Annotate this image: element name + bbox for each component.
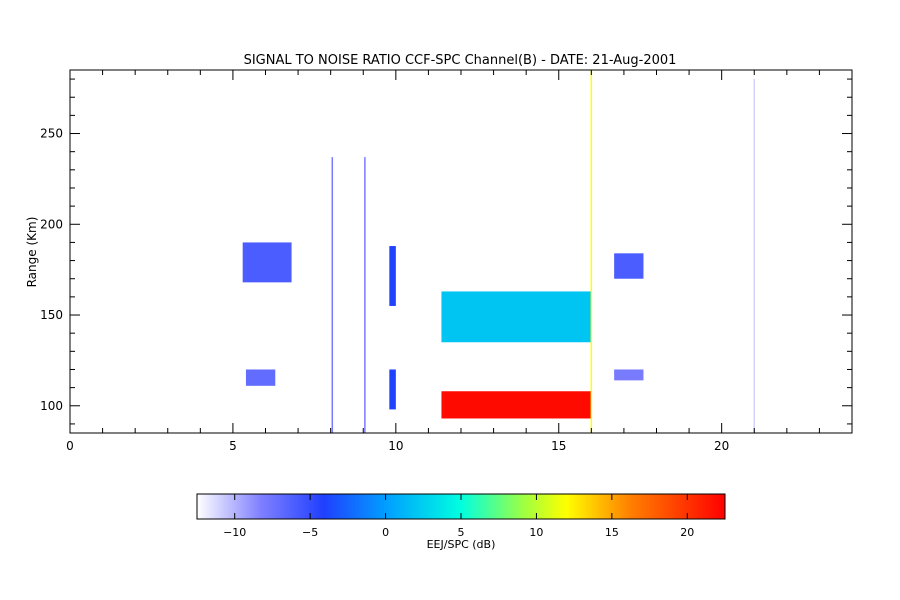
y-axis-label: Range (Km) [25, 217, 39, 288]
y-tick-label-200: 200 [40, 217, 63, 231]
region-echo-178km-morning [242, 242, 292, 283]
x-tick-label-15: 15 [551, 439, 566, 453]
y-tick-label-150: 150 [40, 308, 63, 322]
plot-frame [69, 69, 853, 434]
region-echo-110km-10h [389, 369, 396, 410]
region-echo-170km-10h [389, 246, 396, 306]
x-tick-label-0: 0 [66, 439, 74, 453]
colorbar-label: EEJ/SPC (dB) [427, 538, 496, 551]
region-echo-117km-afternoon [614, 369, 644, 381]
x-tick-label-20: 20 [714, 439, 729, 453]
colorbar-tick-label--5: −5 [302, 526, 318, 539]
colorbar-tick-label-15: 15 [605, 526, 619, 539]
colorbar-tick-label-0: 0 [382, 526, 389, 539]
region-echo-115km-morning [245, 369, 276, 386]
region-echo-150km [441, 291, 592, 343]
plot-area [242, 70, 755, 433]
x-axis: 0 5 10 15 20 [66, 70, 853, 453]
x-tick-label-10: 10 [388, 439, 403, 453]
region-echo-100km-strong [441, 391, 592, 419]
colorbar-tick-label-10: 10 [529, 526, 543, 539]
colorbar-ticks: −10 −5 0 5 10 15 20 [223, 494, 694, 539]
y-tick-label-100: 100 [40, 399, 63, 413]
colorbar-tick-label--10: −10 [223, 526, 246, 539]
region-echo-178km-afternoon [614, 253, 644, 279]
y-axis: 100 150 200 250 [40, 78, 852, 425]
y-tick-label-250: 250 [40, 127, 63, 141]
colorbar-tick-label-20: 20 [680, 526, 694, 539]
colorbar-tick-label-5: 5 [458, 526, 465, 539]
chart-title: SIGNAL TO NOISE RATIO CCF-SPC Channel(B)… [244, 53, 677, 68]
x-tick-label-5: 5 [229, 439, 237, 453]
